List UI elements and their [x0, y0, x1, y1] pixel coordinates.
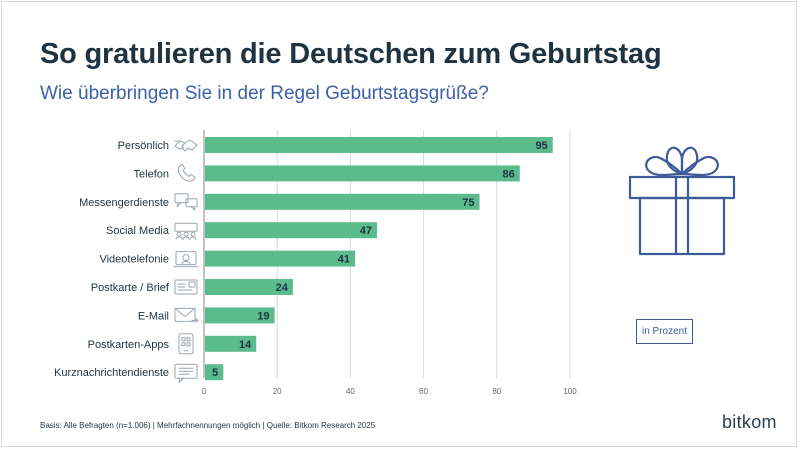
app-phone-icon	[178, 333, 194, 355]
bar-value-label: 75	[462, 197, 474, 209]
bar-value-label: 5	[212, 367, 218, 379]
x-tick-label: 100	[563, 387, 577, 396]
chart-subtitle: Wie überbringen Sie in der Regel Geburts…	[40, 83, 489, 104]
category-label: Videotelefonie	[99, 254, 169, 266]
x-tick-label: 0	[202, 387, 207, 396]
x-tick-label: 60	[419, 387, 428, 396]
source-footnote: Basis: Alle Befragten (n=1.006) | Mehrfa…	[40, 421, 376, 430]
handshake-icon	[174, 139, 198, 152]
category-label: Telefon	[134, 168, 169, 180]
bar-value-label: 47	[360, 225, 372, 237]
chat-bubbles-icon	[174, 193, 198, 211]
category-label: Persönlich	[118, 140, 169, 152]
bar	[205, 137, 553, 153]
bar-value-label: 19	[257, 310, 269, 322]
bar	[205, 279, 293, 295]
bar	[205, 193, 480, 210]
bar	[205, 364, 224, 381]
bar-value-label: 24	[276, 282, 289, 294]
bar	[205, 307, 275, 324]
category-label: Messengerdienste	[79, 197, 169, 209]
bar	[205, 165, 520, 182]
bar-value-label: 41	[338, 254, 350, 266]
bar	[205, 222, 378, 239]
sms-icon	[174, 363, 198, 383]
bar-value-label: 86	[503, 168, 515, 180]
video-call-icon	[173, 251, 199, 268]
category-label: Kurznachrichtendienste	[54, 367, 169, 379]
postcard-icon	[174, 279, 198, 295]
bar	[205, 335, 257, 352]
chart-title: So gratulieren die Deutschen zum Geburts…	[40, 38, 662, 70]
bar	[205, 250, 356, 267]
unit-label: in Prozent	[636, 319, 693, 344]
bitkom-logo: bitkom	[722, 412, 777, 432]
bar-value-label: 14	[239, 339, 252, 351]
category-label: E-Mail	[138, 310, 169, 322]
category-label: Social Media	[106, 225, 170, 237]
gift-icon	[628, 146, 736, 256]
x-tick-label: 80	[492, 387, 501, 396]
bar-value-label: 95	[535, 140, 547, 152]
category-label: Postkarte / Brief	[91, 282, 170, 294]
email-icon	[174, 307, 199, 323]
x-tick-label: 20	[273, 387, 282, 396]
social-media-icon	[174, 222, 198, 240]
x-tick-label: 40	[346, 387, 355, 396]
phone-icon	[177, 163, 196, 182]
category-label: Postkarten-Apps	[88, 339, 170, 351]
